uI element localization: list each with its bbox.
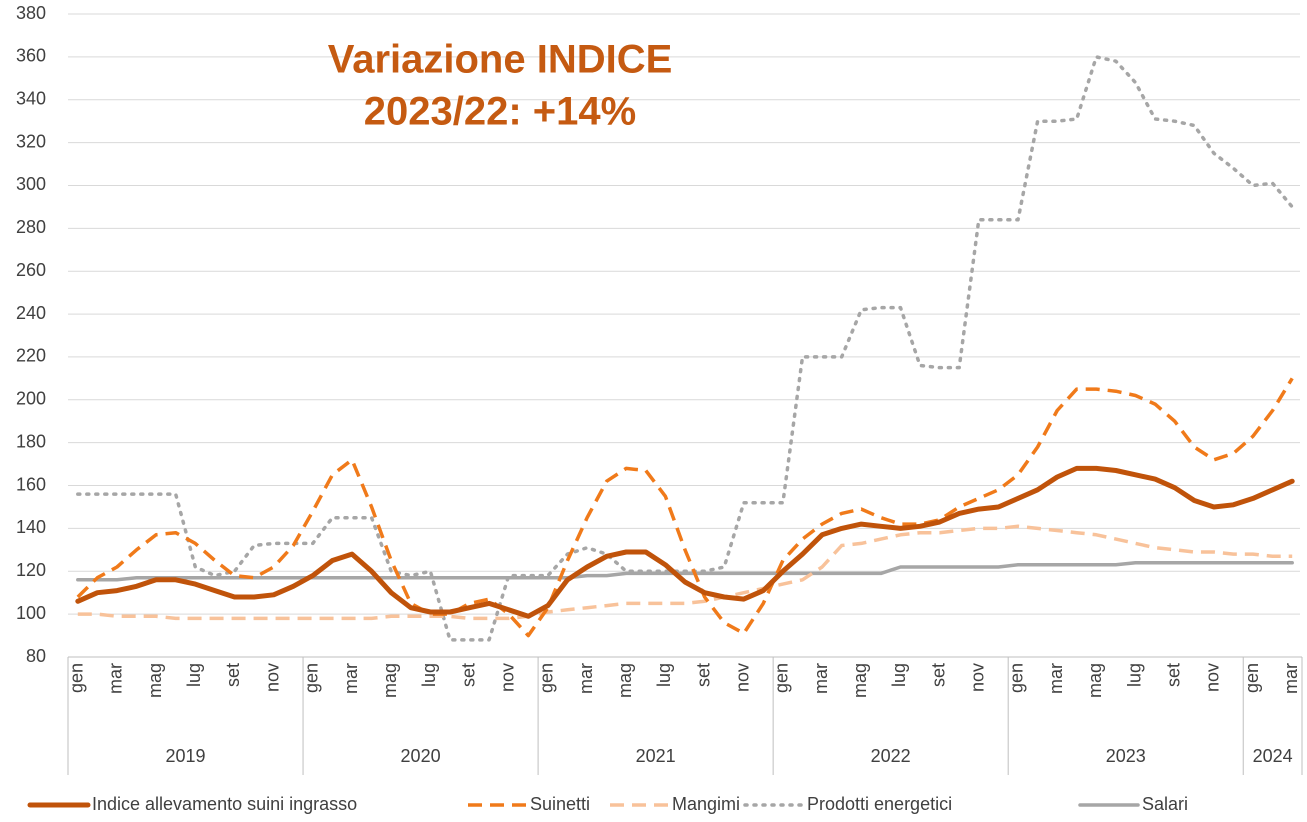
y-tick-label: 80 xyxy=(26,646,46,666)
x-tick-label: lug xyxy=(1124,663,1144,687)
x-group-label: 2023 xyxy=(1106,746,1146,766)
y-tick-label: 260 xyxy=(16,260,46,280)
x-tick-label: lug xyxy=(419,663,439,687)
x-tick-label: mar xyxy=(811,663,831,694)
x-tick-label: mag xyxy=(850,663,870,698)
x-tick-label: mar xyxy=(1281,663,1301,694)
x-tick-label: lug xyxy=(184,663,204,687)
plot: 80 100 120 140 160 180 200 220 240 260 280 300 320 34… xyxy=(16,3,1303,814)
y-tick-label: 140 xyxy=(16,517,46,537)
y-tick-label: 360 xyxy=(16,46,46,66)
legend-label: Prodotti energetici xyxy=(807,794,952,814)
series-line xyxy=(75,465,1295,619)
x-tick-label: set xyxy=(928,663,948,687)
legend-label: Indice allevamento suini ingrasso xyxy=(92,794,357,814)
y-tick-label: 220 xyxy=(16,346,46,366)
x-tick-label: mar xyxy=(576,663,596,694)
x-tick-label: nov xyxy=(968,663,988,692)
y-tick-label: 280 xyxy=(16,217,46,237)
x-tick-label: gen xyxy=(537,663,557,693)
x-tick-label: set xyxy=(1163,663,1183,687)
x-group-label: 2020 xyxy=(401,746,441,766)
x-group-label: 2021 xyxy=(636,746,676,766)
y-tick-label: 160 xyxy=(16,474,46,494)
x-tick-label: nov xyxy=(733,663,753,692)
x-tick-label: mag xyxy=(380,663,400,698)
series-line xyxy=(76,55,1294,642)
x-tick-label: gen xyxy=(1007,663,1027,693)
annotation: Variazione INDICE xyxy=(328,38,673,82)
x-tick-label: nov xyxy=(1203,663,1223,692)
x-tick-label: set xyxy=(223,663,243,687)
x-tick-label: gen xyxy=(772,663,792,693)
series-line xyxy=(76,560,1294,582)
x-tick-label: mag xyxy=(1085,663,1105,698)
legend-label: Suinetti xyxy=(530,794,590,814)
x-group-label: 2019 xyxy=(166,746,206,766)
x-tick-label: mar xyxy=(106,663,126,694)
y-tick-label: 180 xyxy=(16,431,46,451)
y-tick-label: 320 xyxy=(16,131,46,151)
x-tick-label: mar xyxy=(341,663,361,694)
y-tick-label: 120 xyxy=(16,560,46,580)
x-tick-label: gen xyxy=(67,663,87,693)
x-group-label: 2024 xyxy=(1253,746,1293,766)
x-tick-label: nov xyxy=(497,663,517,692)
y-tick-label: 340 xyxy=(16,88,46,108)
series-line xyxy=(76,377,1294,638)
x-tick-label: set xyxy=(693,663,713,687)
x-tick-label: mar xyxy=(1046,663,1066,694)
x-tick-label: nov xyxy=(262,663,282,692)
x-tick-label: mag xyxy=(145,663,165,698)
series-line xyxy=(77,524,1293,621)
y-tick-label: 300 xyxy=(16,174,46,194)
x-tick-label: gen xyxy=(302,663,322,693)
x-tick-label: gen xyxy=(1242,663,1262,693)
x-group-label: 2022 xyxy=(871,746,911,766)
legend-label: Salari xyxy=(1142,794,1188,814)
y-tick-label: 200 xyxy=(16,389,46,409)
y-tick-label: 100 xyxy=(16,603,46,623)
y-tick-label: 240 xyxy=(16,303,46,323)
x-tick-label: lug xyxy=(654,663,674,687)
x-tick-label: lug xyxy=(889,663,909,687)
x-tick-label: set xyxy=(458,663,478,687)
x-tick-label: mag xyxy=(615,663,635,698)
annotation: 2023/22: +14% xyxy=(364,90,636,134)
y-tick-label: 380 xyxy=(16,3,46,23)
legend-label: Mangimi xyxy=(672,794,740,814)
